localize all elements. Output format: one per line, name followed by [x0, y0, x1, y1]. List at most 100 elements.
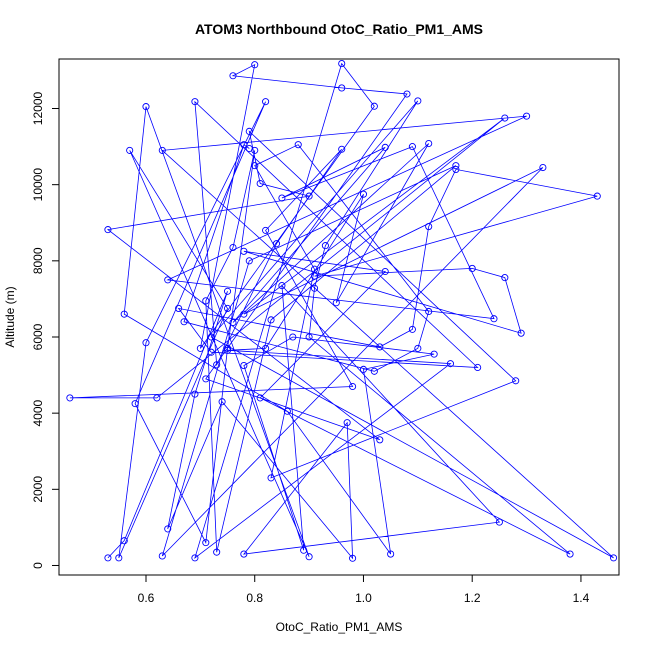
data-point — [349, 554, 357, 562]
x-axis: 0.6 0.8 1.0 1.2 1.4 — [138, 574, 590, 605]
data-point — [283, 407, 291, 415]
data-point — [452, 162, 460, 170]
data-point — [251, 61, 259, 69]
data-point — [501, 114, 509, 122]
data-point — [267, 474, 275, 482]
data-point — [310, 272, 319, 280]
data-point — [539, 163, 547, 172]
data-point — [310, 265, 319, 273]
data-point — [376, 343, 384, 351]
data-point — [229, 72, 237, 80]
data-point — [272, 240, 281, 248]
data-point — [262, 98, 270, 106]
data-point — [262, 226, 270, 234]
data-point — [267, 316, 275, 324]
data-point — [207, 333, 215, 341]
data-point — [175, 304, 183, 312]
data-point — [359, 365, 368, 373]
data-point — [403, 90, 411, 98]
data-point — [495, 518, 503, 526]
data-point — [240, 141, 248, 149]
data-point — [131, 400, 139, 408]
data-point — [223, 304, 232, 312]
data-point — [240, 550, 248, 558]
data-point — [223, 287, 232, 295]
data-point — [408, 143, 416, 151]
data-point — [305, 333, 313, 341]
data-point — [218, 398, 226, 406]
data-point — [278, 282, 286, 290]
data-point — [452, 165, 460, 173]
data-point — [164, 525, 172, 533]
y-tick-label: 8000 — [31, 247, 45, 274]
y-axis-title: Altitude (m) — [3, 286, 17, 347]
data-point — [278, 194, 286, 202]
data-point — [289, 333, 297, 341]
data-point — [338, 145, 346, 153]
data-point — [240, 362, 248, 370]
data-point — [202, 375, 210, 383]
data-point — [523, 112, 531, 120]
data-point — [229, 318, 237, 327]
data-point — [305, 192, 313, 200]
data-point — [332, 299, 340, 307]
data-point — [120, 310, 128, 318]
data-point — [349, 382, 357, 391]
data-point — [213, 361, 221, 369]
data-point — [414, 97, 422, 105]
data-point — [245, 127, 253, 135]
data-point — [338, 60, 346, 68]
data-point — [566, 550, 574, 558]
data-point — [115, 554, 123, 562]
data-point — [370, 102, 378, 110]
data-point — [387, 550, 395, 558]
y-tick-label: 2000 — [31, 476, 45, 503]
data-point — [142, 103, 150, 111]
y-tick-label: 10000 — [31, 168, 45, 202]
data-point — [517, 329, 525, 337]
y-tick-label: 0 — [31, 562, 45, 569]
data-point — [196, 344, 204, 352]
data-point — [180, 318, 188, 326]
data-point — [300, 546, 308, 554]
data-point — [153, 394, 161, 402]
data-point — [610, 554, 618, 562]
data-point — [381, 143, 389, 151]
data-point — [256, 394, 264, 402]
data-point — [223, 344, 232, 352]
data-point — [213, 548, 221, 556]
data-point — [501, 274, 509, 282]
data-point — [158, 146, 166, 154]
data-point — [338, 84, 346, 92]
y-tick-label: 12000 — [31, 91, 45, 125]
data-point — [381, 267, 389, 276]
data-point — [294, 141, 302, 149]
data-point — [370, 367, 378, 375]
data-point — [191, 98, 199, 106]
data-point — [191, 390, 199, 398]
data-point — [408, 325, 416, 333]
data-point — [310, 284, 319, 292]
data-point — [158, 552, 166, 560]
data-point — [240, 247, 248, 255]
data-point — [256, 179, 264, 188]
data-point — [202, 297, 210, 305]
data-point — [343, 419, 351, 427]
data-point — [142, 339, 150, 347]
data-point — [425, 223, 433, 231]
data-point — [66, 394, 74, 402]
data-point — [305, 553, 313, 561]
data-point — [120, 537, 128, 545]
x-tick-label: 1.4 — [573, 591, 590, 605]
y-axis: 0 2000 4000 6000 8000 10000 12000 — [31, 91, 60, 569]
data-point — [229, 243, 237, 252]
data-point — [490, 315, 498, 323]
data-point — [104, 554, 112, 562]
series-line — [69, 62, 614, 560]
data-point — [262, 344, 270, 352]
data-point — [425, 307, 433, 316]
data-point — [446, 360, 455, 368]
data-point — [430, 350, 438, 358]
data-point — [126, 146, 134, 154]
